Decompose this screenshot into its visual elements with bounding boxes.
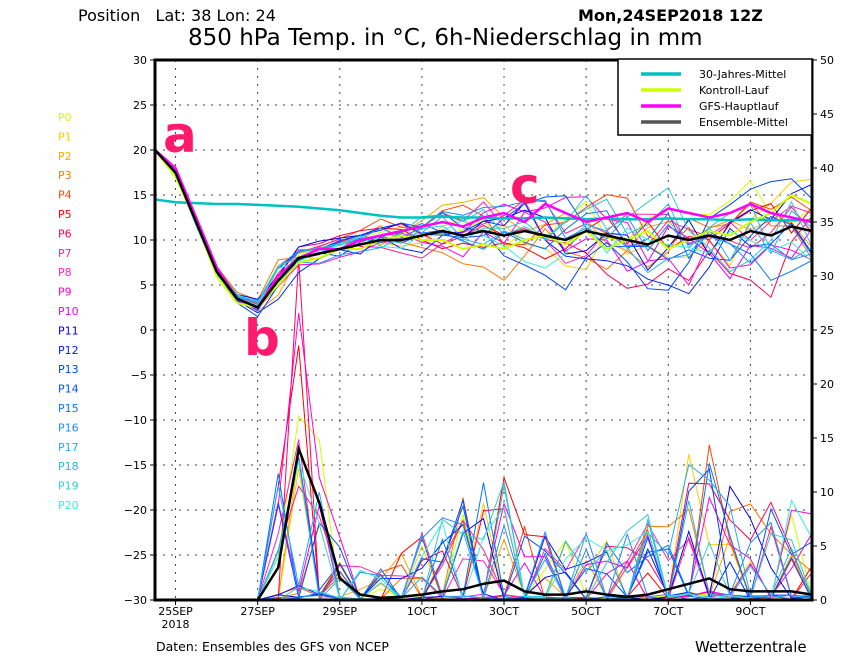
source-label: Daten: Ensembles des GFS von NCEP <box>156 639 389 654</box>
x-tick-label: 3OCT <box>489 605 519 618</box>
member-label: P20 <box>58 499 79 512</box>
y-left-tick-label: 15 <box>133 189 147 202</box>
x-tick-label: 1OCT <box>407 605 437 618</box>
legend-label: Ensemble-Mittel <box>699 116 788 129</box>
y-left-tick-label: −5 <box>131 369 147 382</box>
member-temp-line-P4 <box>154 149 813 306</box>
member-label: P19 <box>58 480 79 493</box>
member-label: P17 <box>58 441 79 454</box>
x-tick-label: 5OCT <box>571 605 601 618</box>
y-left-tick-label: 30 <box>133 54 147 67</box>
member-label: P5 <box>58 208 72 221</box>
y-left-tick-label: 10 <box>133 234 147 247</box>
member-precip-line-P16 <box>155 517 813 601</box>
member-temp-line-P13 <box>154 149 813 318</box>
y-left-tick-label: 20 <box>133 144 147 157</box>
x-tick-label: 27SEP <box>240 605 275 618</box>
member-label: P11 <box>58 324 79 337</box>
member-precip-line-P18 <box>155 460 813 601</box>
y-right-tick-label: 25 <box>820 324 834 337</box>
y-left-tick-label: −15 <box>124 459 147 472</box>
legend-label: GFS-Hauptlauf <box>699 100 780 113</box>
member-precip-line-P20 <box>155 459 813 601</box>
legend: 30-Jahres-Mittel Kontroll-Lauf GFS-Hauptla… <box>617 58 813 136</box>
member-label: P6 <box>58 227 72 240</box>
member-temp-line-P19 <box>154 149 813 304</box>
annotation-a: a <box>163 106 197 164</box>
y-right-tick-label: 35 <box>820 216 834 229</box>
y-left-tick-label: −10 <box>124 414 147 427</box>
member-temp-line-P20 <box>154 149 813 307</box>
y-right-tick-label: 0 <box>820 594 827 607</box>
member-temp-line-P8 <box>154 149 813 309</box>
brand-label: Wetterzentrale <box>695 638 807 656</box>
member-precip-line-P8 <box>155 439 813 601</box>
member-label: P2 <box>58 150 72 163</box>
y-right-tick-label: 15 <box>820 432 834 445</box>
legend-label: 30-Jahres-Mittel <box>699 68 786 81</box>
x-tick-label: 7OCT <box>653 605 683 618</box>
member-label: P16 <box>58 421 79 434</box>
member-label: P10 <box>58 305 79 318</box>
y-left-tick-label: 5 <box>140 279 147 292</box>
y-left-tick-label: −20 <box>124 504 147 517</box>
y-right-tick-label: 20 <box>820 378 834 391</box>
legend-label: Kontroll-Lauf <box>699 84 770 97</box>
y-left-tick-label: 25 <box>133 99 147 112</box>
member-label: P12 <box>58 344 79 357</box>
run-label: Mon,24SEP2018 12Z <box>578 6 763 25</box>
member-label: P8 <box>58 266 72 279</box>
member-temp-line-P12 <box>154 149 813 314</box>
position-label: Position Lat: 38 Lon: 24 <box>78 6 276 25</box>
x-tick-label: 9OCT <box>735 605 765 618</box>
y-left-tick-label: −25 <box>124 549 147 562</box>
member-label: P0 <box>58 111 72 124</box>
mean-temp-line <box>154 149 813 310</box>
member-label: P13 <box>58 363 79 376</box>
annotation-b: b <box>244 309 280 367</box>
y-right-tick-label: 45 <box>820 108 834 121</box>
member-precip-line-P19 <box>155 479 813 601</box>
member-precip-line-P15 <box>155 463 813 601</box>
chart-title: 850 hPa Temp. in °C, 6h-Niederschlag in … <box>188 25 703 51</box>
member-label: P14 <box>58 383 79 396</box>
x-tick-label: 29SEP <box>322 605 357 618</box>
annotation-c: c <box>510 157 540 215</box>
y-right-tick-label: 40 <box>820 162 834 175</box>
y-left-tick-label: −30 <box>124 594 147 607</box>
y-right-tick-label: 30 <box>820 270 834 283</box>
member-label: P1 <box>58 130 72 143</box>
member-label: P3 <box>58 169 72 182</box>
y-right-tick-label: 50 <box>820 54 834 67</box>
member-label: P4 <box>58 189 72 202</box>
member-label: P15 <box>58 402 79 415</box>
mean-precip-line <box>155 444 813 602</box>
member-label: P9 <box>58 286 72 299</box>
x-tick-sublabel: 2018 <box>162 618 190 631</box>
member-label: P18 <box>58 460 79 473</box>
y-right-tick-label: 10 <box>820 486 834 499</box>
member-temp-line-P3 <box>154 149 813 301</box>
y-left-tick-label: 0 <box>140 324 147 337</box>
x-tick-label: 25SEP <box>158 605 193 618</box>
member-label: P7 <box>58 247 72 260</box>
y-right-tick-label: 5 <box>820 540 827 553</box>
